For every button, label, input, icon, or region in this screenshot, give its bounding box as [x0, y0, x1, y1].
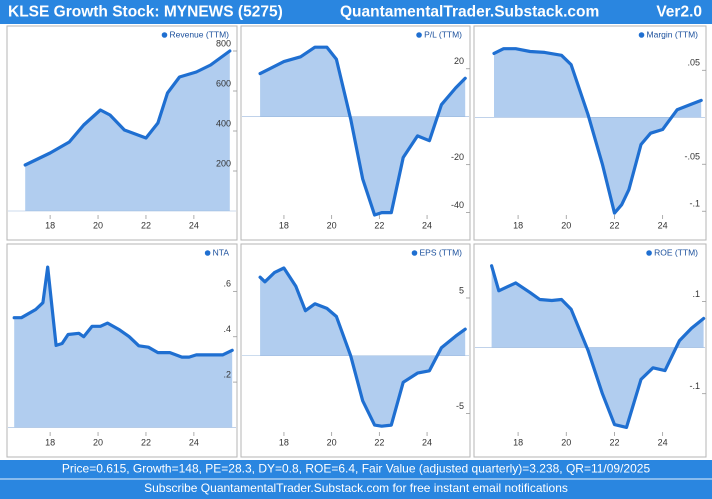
area-fill: [491, 265, 704, 428]
x-tick-label: 20: [561, 220, 571, 230]
legend-label: Margin (TTM): [647, 29, 699, 39]
series-line: [492, 47, 703, 215]
x-tick-label: 20: [561, 437, 571, 447]
legend-label: NTA: [213, 247, 230, 257]
panel-frame: [473, 243, 707, 458]
legend-label: EPS (TTM): [420, 247, 463, 257]
x-tick-label: 22: [374, 220, 384, 230]
x-tick-label: 24: [422, 437, 432, 447]
legend-marker: [646, 250, 652, 256]
y-tick-label: .1: [692, 289, 700, 299]
series-line: [12, 265, 234, 359]
y-tick-label: -.1: [689, 381, 700, 391]
x-tick-label: 24: [189, 437, 199, 447]
x-tick-label: 24: [189, 220, 199, 230]
y-tick-label: -.05: [684, 152, 700, 162]
y-tick-label: 600: [216, 78, 231, 88]
footer-subscribe: Subscribe QuantamentalTrader.Substack.co…: [144, 481, 568, 495]
area-fill: [494, 48, 702, 214]
chart-panel: EPS (TTM) -5 5 18 20 22 24: [240, 243, 471, 458]
y-tick-label: -40: [451, 200, 464, 210]
y-tick-label: .6: [223, 279, 231, 289]
x-tick-label: 18: [513, 437, 523, 447]
series-line: [258, 45, 467, 217]
chart-panel: ROE (TTM) -.1 .1 18 20 22 24: [473, 243, 707, 458]
x-tick-label: 18: [279, 437, 289, 447]
panel-frame: [6, 25, 238, 241]
chart-panel: Revenue (TTM) 200 400 600 800 18 20 22 24: [6, 25, 238, 241]
x-tick-label: 22: [609, 437, 619, 447]
legend-marker: [416, 32, 422, 38]
footer-stats: Price=0.615, Growth=148, PE=28.3, DY=0.8…: [62, 462, 651, 476]
legend-marker: [638, 32, 645, 38]
x-tick-label: 20: [93, 437, 103, 447]
chart-panel: NTA .2 .4 .6 18 20 22 24: [6, 243, 238, 458]
x-tick-label: 22: [141, 437, 151, 447]
chart-panel: Margin (TTM) -.1 -.05 .05 18 20 22 24: [473, 25, 707, 241]
legend-label: Revenue (TTM): [169, 29, 229, 39]
x-tick-label: 18: [513, 220, 523, 230]
header-version: Ver2.0: [656, 4, 702, 21]
x-tick-label: 20: [93, 220, 103, 230]
area-fill: [25, 51, 230, 211]
x-tick-label: 20: [327, 220, 337, 230]
chart-panel: P/L (TTM) -40 -20 20 18 20 22 24: [240, 25, 471, 241]
y-tick-label: -.1: [689, 199, 700, 209]
y-tick-label: .4: [223, 324, 231, 334]
y-tick-label: .05: [687, 58, 700, 68]
area-fill: [260, 47, 466, 216]
y-tick-label: .2: [223, 369, 231, 379]
series-line: [23, 49, 232, 167]
x-tick-label: 18: [45, 437, 55, 447]
legend-marker: [411, 250, 418, 256]
x-tick-label: 22: [141, 220, 151, 230]
series-line: [490, 264, 706, 429]
legend-marker: [161, 32, 168, 38]
panel-frame: [240, 243, 471, 458]
x-tick-label: 18: [45, 220, 55, 230]
y-tick-label: 20: [454, 56, 464, 66]
x-tick-label: 22: [374, 437, 384, 447]
y-tick-label: 800: [216, 38, 231, 48]
x-tick-label: 24: [422, 220, 432, 230]
x-tick-label: 24: [658, 437, 668, 447]
x-tick-label: 20: [327, 437, 337, 447]
x-tick-label: 18: [279, 220, 289, 230]
series-line: [258, 266, 467, 428]
y-tick-label: 400: [216, 118, 231, 128]
legend-marker: [204, 250, 211, 256]
header-bar: [0, 0, 712, 24]
panel-frame: [473, 25, 707, 241]
y-tick-label: -5: [456, 401, 464, 411]
legend-label: P/L (TTM): [424, 29, 462, 39]
header-site: QuantamentalTrader.Substack.com: [340, 4, 599, 21]
header-title: KLSE Growth Stock: MYNEWS (5275): [8, 4, 283, 21]
y-tick-label: 5: [459, 285, 464, 295]
y-tick-label: 200: [216, 158, 231, 168]
legend-label: ROE (TTM): [654, 247, 698, 257]
y-tick-label: -20: [451, 152, 464, 162]
x-tick-label: 24: [658, 220, 668, 230]
x-tick-label: 22: [609, 220, 619, 230]
area-fill: [14, 267, 233, 428]
